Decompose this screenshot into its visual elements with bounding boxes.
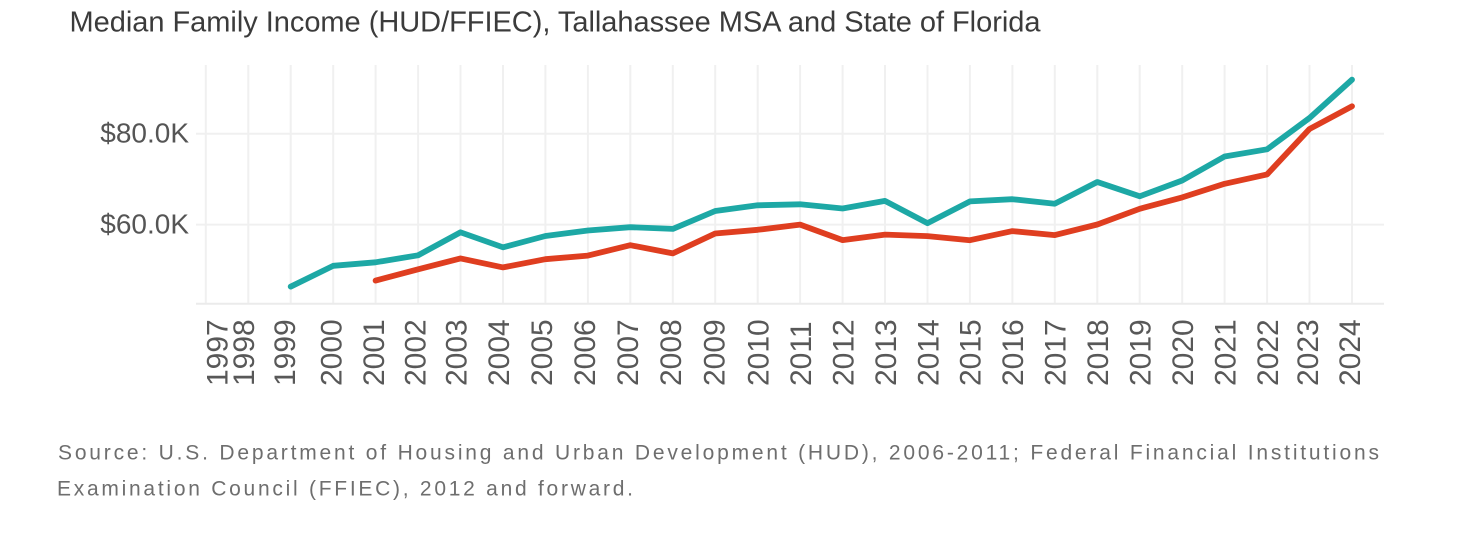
- svg-text:2017: 2017: [1040, 319, 1073, 386]
- svg-text:2009: 2009: [698, 319, 731, 386]
- svg-text:2008: 2008: [655, 319, 688, 386]
- svg-text:1999: 1999: [269, 319, 302, 386]
- svg-text:2021: 2021: [1209, 319, 1242, 386]
- svg-text:$80.0K: $80.0K: [100, 118, 189, 149]
- svg-text:2023: 2023: [1292, 319, 1325, 386]
- svg-text:2000: 2000: [315, 319, 348, 386]
- svg-text:2004: 2004: [483, 319, 516, 386]
- svg-text:2012: 2012: [827, 319, 860, 386]
- svg-text:2015: 2015: [955, 319, 988, 386]
- svg-text:2006: 2006: [569, 319, 602, 386]
- svg-text:2022: 2022: [1252, 319, 1285, 386]
- svg-text:2005: 2005: [526, 319, 559, 386]
- svg-text:2018: 2018: [1082, 319, 1115, 386]
- svg-text:2002: 2002: [399, 319, 432, 386]
- svg-text:2001: 2001: [358, 319, 391, 386]
- svg-text:2011: 2011: [785, 321, 818, 386]
- svg-text:2014: 2014: [912, 319, 945, 386]
- svg-text:2016: 2016: [997, 319, 1030, 386]
- svg-text:$60.0K: $60.0K: [100, 208, 189, 239]
- svg-text:2019: 2019: [1125, 319, 1158, 386]
- svg-text:2024: 2024: [1334, 319, 1367, 386]
- svg-text:2007: 2007: [612, 319, 645, 386]
- svg-text:2013: 2013: [870, 319, 903, 386]
- svg-text:Source: U.S. Department of Hou: Source: U.S. Department of Housing and U…: [58, 442, 1379, 465]
- svg-text:2003: 2003: [440, 319, 473, 386]
- svg-text:1998: 1998: [228, 319, 261, 386]
- svg-text:Median Family Income (HUD/FFIE: Median Family Income (HUD/FFIEC), Tallah…: [70, 7, 1042, 39]
- svg-text:Examination Council (FFIEC), 2: Examination Council (FFIEC), 2012 and fo…: [57, 478, 633, 501]
- svg-text:2010: 2010: [742, 319, 775, 386]
- svg-text:2020: 2020: [1167, 319, 1200, 386]
- svg-text:1997: 1997: [201, 319, 234, 386]
